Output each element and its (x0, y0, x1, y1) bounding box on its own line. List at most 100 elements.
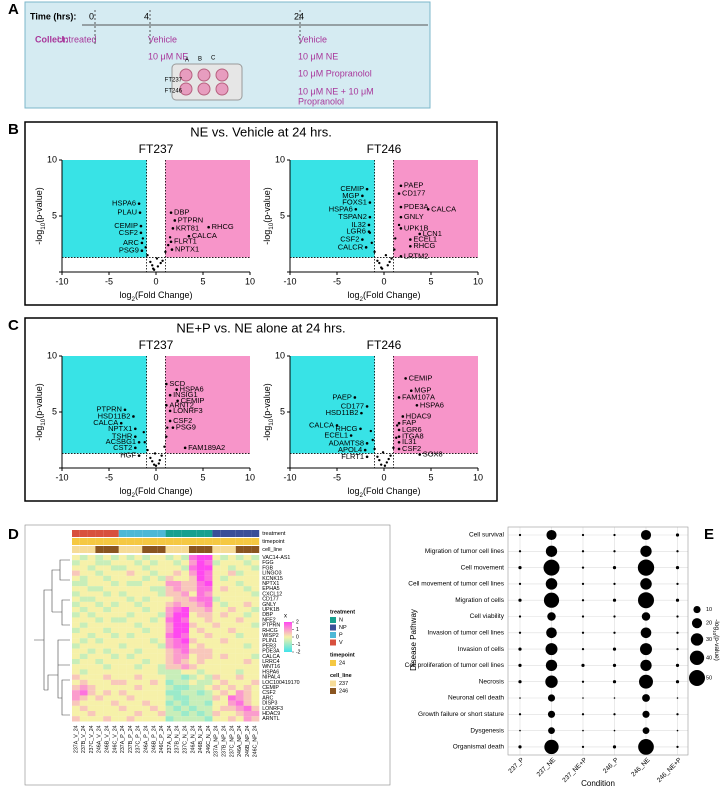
heat-cell (134, 700, 143, 706)
heat-cell (220, 607, 229, 613)
heat-cell (103, 596, 112, 602)
heat-cell (228, 685, 236, 691)
heat-cell (157, 711, 166, 717)
heat-cell (111, 648, 119, 654)
heat-cell (220, 596, 229, 602)
heat-cell (111, 581, 119, 587)
heat-cell (212, 705, 221, 712)
heat-cell (95, 612, 104, 618)
heat-cell (228, 612, 236, 618)
dot (640, 578, 652, 590)
heat-cell (235, 565, 244, 571)
heat-cell (251, 560, 260, 566)
up-region (165, 160, 250, 258)
annotation-cell (173, 538, 182, 545)
point (381, 451, 385, 454)
heat-cell (243, 695, 252, 701)
heat-cell (189, 659, 197, 665)
gene-point (397, 435, 401, 438)
heat-cell (189, 643, 197, 649)
gene-point (397, 440, 401, 444)
gene-label: CD177 (341, 401, 364, 410)
heat-cell (243, 674, 252, 680)
point (394, 237, 397, 240)
dot (544, 739, 559, 755)
heat-cell (157, 612, 166, 618)
y-tick-label: 5 (280, 406, 285, 416)
heat-cell (196, 612, 205, 618)
dot (640, 659, 652, 672)
heat-cell (103, 648, 112, 654)
gene-label: FAM107A (402, 392, 435, 401)
heat-cell (142, 601, 151, 608)
annotation-cell (134, 538, 143, 545)
gene-label: CALCA (192, 231, 217, 240)
point (380, 267, 384, 270)
point (379, 463, 383, 466)
condition-label: 246_NE+P (656, 757, 683, 784)
gene-point (354, 207, 358, 211)
dot (676, 647, 679, 651)
legend-label: NP (339, 625, 347, 631)
x-axis-title-part: 2 (359, 296, 363, 303)
gene-label: ARNT2 (169, 400, 194, 409)
heat-cell (165, 685, 174, 691)
heat-cell (181, 685, 190, 691)
heat-cell (126, 601, 135, 608)
heat-cell (181, 612, 190, 618)
x-tick-label: 5 (428, 472, 433, 482)
dot (547, 612, 556, 621)
heat-cell (189, 669, 197, 675)
heat-cell (72, 716, 80, 722)
heat-cell (157, 643, 166, 649)
dot (545, 659, 558, 672)
heat-cell (72, 591, 80, 597)
heat-cell (126, 664, 135, 670)
gene-label: NIPAL4 (262, 675, 280, 681)
heat-cell (150, 633, 158, 639)
gene-label: LCN1 (423, 229, 442, 238)
heat-cell (243, 617, 252, 623)
heat-cell (212, 659, 221, 665)
gene-label: HGF (120, 451, 136, 460)
heat-cell (87, 591, 96, 597)
heat-cell (142, 560, 151, 566)
gene-label: HSPA6 (329, 204, 353, 213)
heat-cell (220, 664, 229, 670)
heat-cell (150, 622, 158, 628)
heat-cell (181, 705, 190, 712)
heat-cell (95, 690, 104, 696)
annotation-cell (251, 538, 260, 545)
heat-cell (196, 653, 205, 660)
dot (612, 680, 617, 684)
heat-cell (243, 607, 252, 613)
heat-cell (72, 653, 80, 660)
heat-cell (126, 638, 135, 644)
gene-label: HSPA6 (262, 669, 279, 675)
heat-cell (142, 565, 151, 571)
dot (612, 663, 617, 668)
heat-cell (251, 669, 260, 675)
y-tick-label: 5 (52, 210, 57, 220)
plot-title: FT246 (367, 142, 402, 156)
heat-cell (165, 664, 174, 670)
heat-cell (228, 669, 236, 675)
heat-cell (235, 690, 244, 696)
heat-cell (118, 643, 127, 649)
point (153, 452, 157, 455)
heat-cell (79, 653, 88, 660)
dot (543, 592, 560, 608)
heat-cell (173, 674, 182, 680)
heat-cell (251, 591, 260, 597)
heat-cell (103, 716, 112, 722)
dot (613, 550, 616, 553)
heat-cell (196, 679, 205, 686)
heat-cell (157, 565, 166, 571)
heat-cell (189, 581, 197, 587)
heat-cell (251, 617, 260, 623)
heat-cell (165, 601, 174, 608)
heat-cell (126, 700, 135, 706)
heat-cell (251, 607, 260, 613)
point (161, 259, 164, 262)
